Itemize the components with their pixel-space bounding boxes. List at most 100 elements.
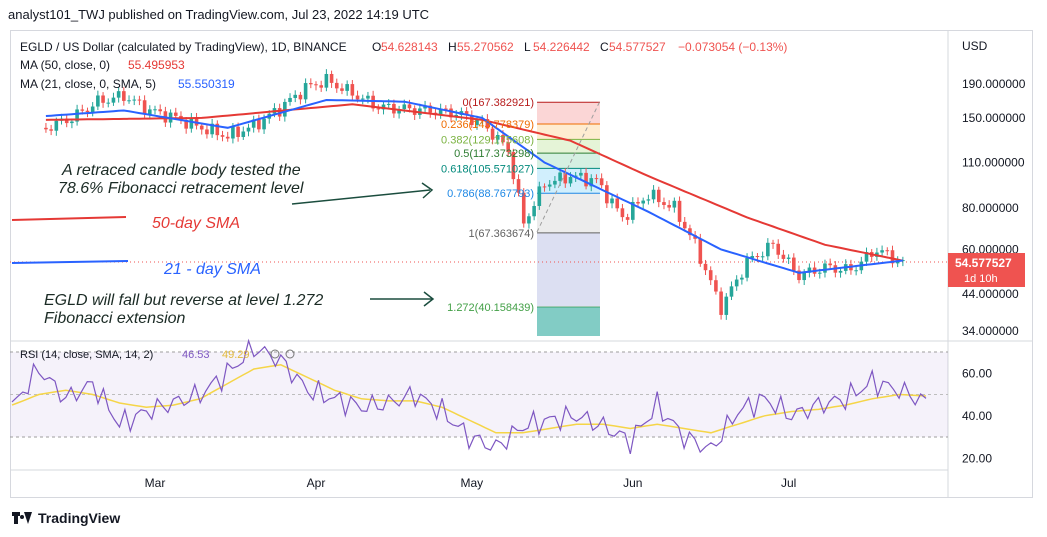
price-tick-label: 80.000000 bbox=[962, 201, 1019, 215]
fib-level-label: 0.236(143.778379) bbox=[441, 119, 534, 131]
fib-level-label: 0.382(129.175608) bbox=[441, 134, 534, 146]
candle-body bbox=[70, 121, 74, 124]
candle-body bbox=[501, 134, 505, 143]
fib-band bbox=[537, 139, 600, 154]
candle-body bbox=[521, 192, 526, 224]
candle-body bbox=[90, 106, 95, 113]
candle-body bbox=[485, 119, 490, 129]
candle-body bbox=[890, 250, 895, 264]
candle-body bbox=[786, 257, 791, 259]
candle-body bbox=[231, 126, 235, 139]
retrace-text-1: A retraced candle body tested the bbox=[61, 162, 301, 179]
candle-body bbox=[688, 228, 692, 236]
candle-body bbox=[106, 102, 111, 104]
candle-body bbox=[864, 252, 869, 262]
candle-body bbox=[334, 82, 339, 89]
candle-body bbox=[682, 221, 687, 229]
candle-body bbox=[314, 84, 318, 86]
footer-brand[interactable]: TradingView bbox=[12, 510, 120, 526]
legend-ohlc-key: H bbox=[448, 40, 457, 54]
eye-icon[interactable] bbox=[270, 349, 280, 359]
fib-band bbox=[537, 232, 600, 308]
fibonacci-bands bbox=[537, 101, 600, 336]
legend-ohlc-value: 55.270562 bbox=[457, 40, 514, 54]
candle-body bbox=[605, 185, 609, 204]
candle-body bbox=[428, 105, 433, 113]
candle-body bbox=[579, 172, 583, 176]
retrace-arrowhead bbox=[421, 182, 434, 199]
candle-body bbox=[656, 189, 661, 203]
candle-body bbox=[771, 242, 775, 244]
fibonacci-labels: 0(167.382921) 0.236(143.778379) 0.382(129.… bbox=[441, 97, 534, 314]
price-tick-label: 110.000000 bbox=[962, 155, 1025, 169]
legend-ohlc-value: 54.226442 bbox=[533, 40, 590, 54]
price-axis-ticks: 190.000000 150.000000 110.000000 80.000000 6… bbox=[962, 77, 1026, 338]
fall-text-1: EGLD will fall but reverse at level 1.27… bbox=[44, 292, 323, 309]
price-tag-countdown: 1d 10h bbox=[964, 273, 998, 285]
candle-body bbox=[251, 119, 256, 128]
candle-body bbox=[464, 111, 469, 116]
candle-body bbox=[153, 109, 157, 111]
candle-body bbox=[568, 177, 573, 184]
time-tick-label: Apr bbox=[307, 476, 326, 490]
price-tick-label: 190.000000 bbox=[962, 77, 1026, 91]
candle-body bbox=[475, 119, 479, 126]
candle-body bbox=[895, 261, 900, 264]
price-panel: 0(167.382921) 0.236(143.778379) 0.382(129.… bbox=[10, 69, 947, 336]
candle-body bbox=[262, 118, 266, 130]
sma21-legend-line bbox=[11, 260, 129, 264]
candle-body bbox=[662, 202, 666, 205]
candle-body bbox=[241, 131, 246, 137]
candle-body bbox=[122, 91, 126, 101]
candle-body bbox=[345, 84, 349, 91]
candle-body bbox=[210, 123, 214, 135]
rsi-axis-ticks: 60.00 40.00 20.00 bbox=[962, 366, 992, 465]
legend-symbol: EGLD / US Dollar (calculated by TradingV… bbox=[20, 40, 347, 54]
candle-body bbox=[594, 178, 599, 180]
candle-body bbox=[838, 270, 843, 273]
price-tick-label: 44.000000 bbox=[962, 287, 1019, 301]
candle-body bbox=[116, 91, 121, 98]
candle-body bbox=[854, 270, 858, 272]
rsi-ma-line bbox=[11, 364, 927, 434]
legend-ohlc: O 54.628143 H 55.270562 L 54.226442 C 54.577527… bbox=[372, 40, 787, 54]
candle-body bbox=[729, 286, 734, 297]
ma50-line bbox=[45, 103, 904, 262]
candlesticks bbox=[44, 69, 905, 320]
candle-body bbox=[309, 83, 313, 85]
candle-body bbox=[355, 95, 360, 100]
candle-body bbox=[407, 104, 412, 109]
candle-body bbox=[236, 126, 240, 137]
fib-extension-band bbox=[537, 307, 600, 336]
footer-brand-label: TradingView bbox=[38, 510, 121, 526]
candle-body bbox=[444, 108, 448, 110]
candle-body bbox=[64, 118, 69, 124]
rsi-line bbox=[11, 338, 927, 455]
candle-body bbox=[366, 95, 370, 99]
candle-body bbox=[719, 291, 723, 315]
rsi-tick-label: 20.00 bbox=[962, 451, 992, 465]
candle-body bbox=[511, 152, 516, 180]
candle-body bbox=[490, 128, 495, 140]
legend-ohlc-key: C bbox=[600, 40, 609, 54]
sma50-legend-line bbox=[11, 216, 127, 221]
fib-level-label: 1.272(40.158439) bbox=[447, 302, 534, 314]
candle-body bbox=[257, 119, 261, 130]
candle-body bbox=[760, 256, 765, 258]
chart-frame bbox=[10, 30, 1033, 498]
candle-body bbox=[677, 200, 682, 222]
price-tag bbox=[948, 253, 1025, 287]
settings-icon[interactable] bbox=[285, 349, 295, 359]
candle-body bbox=[547, 184, 552, 187]
candle-body bbox=[766, 242, 770, 257]
candle-body bbox=[423, 105, 427, 109]
candle-body bbox=[797, 270, 801, 281]
candle-body bbox=[371, 95, 375, 109]
fib-band bbox=[537, 124, 600, 140]
candle-body bbox=[148, 109, 152, 115]
candle-body bbox=[516, 179, 521, 193]
legend-ohlc-value: 54.577527 bbox=[609, 40, 666, 54]
candle-body bbox=[376, 108, 381, 110]
candle-body bbox=[360, 98, 365, 100]
